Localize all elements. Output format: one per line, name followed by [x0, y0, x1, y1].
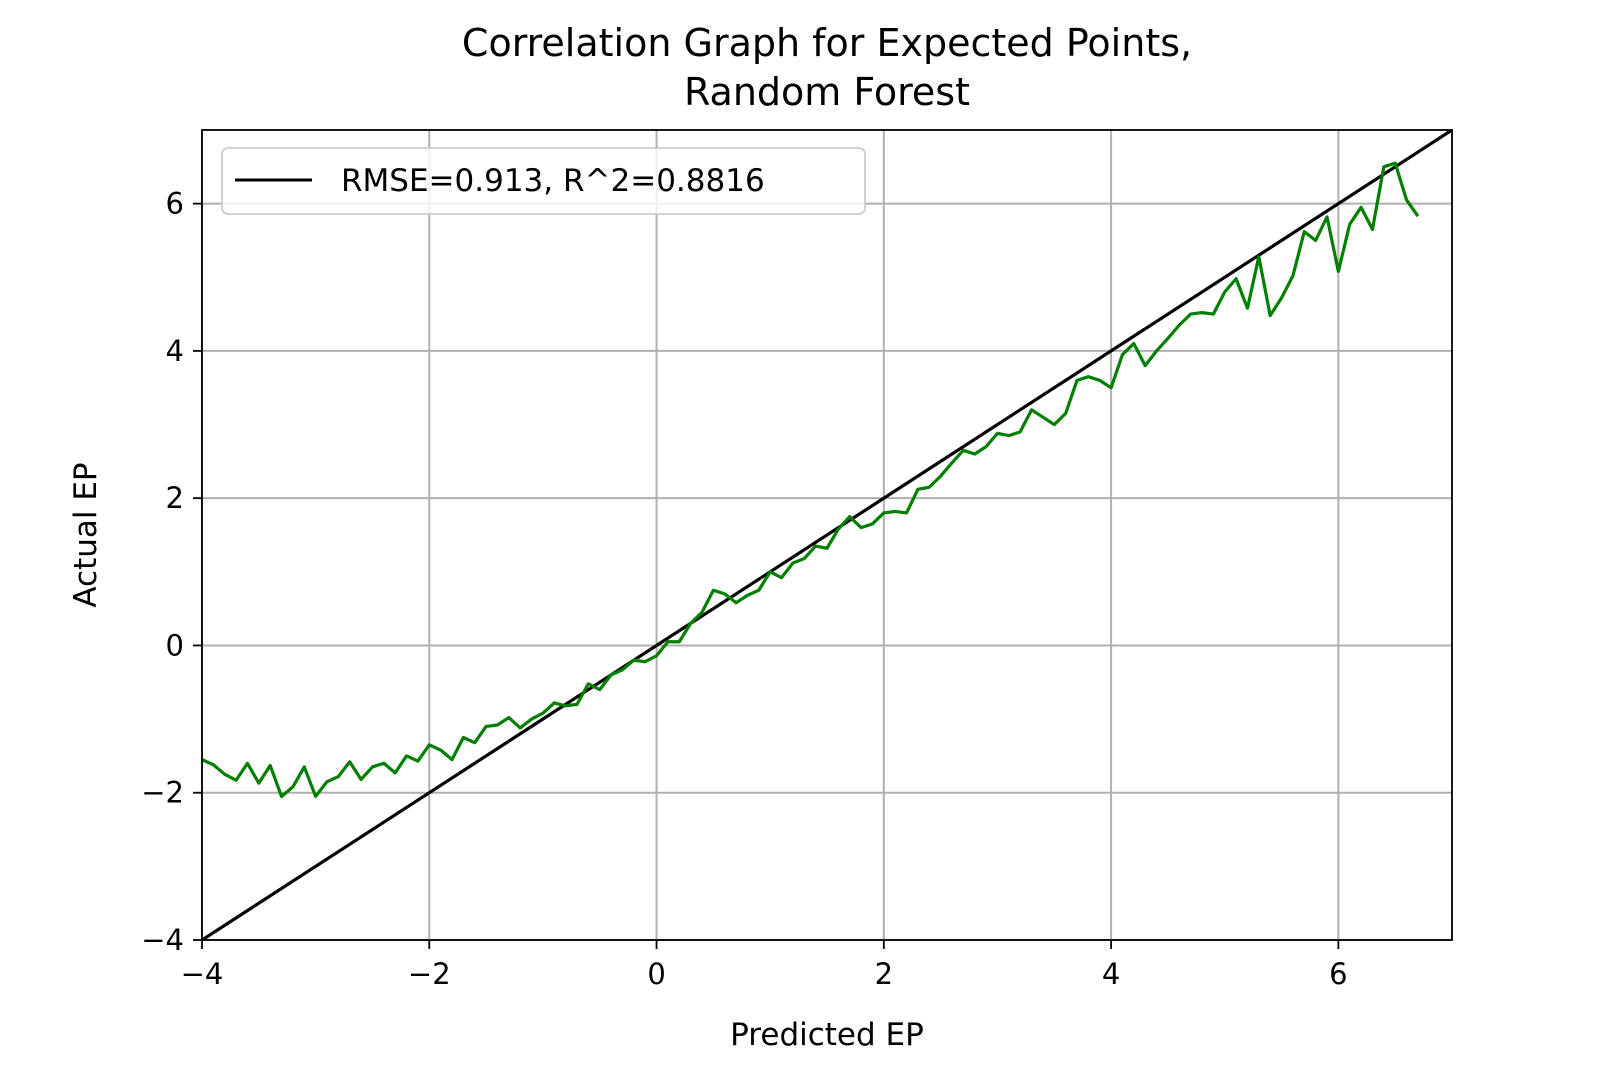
y-tick-label: 6	[166, 187, 184, 221]
plot-frame	[201, 129, 1453, 941]
x-tick-label: −2	[408, 957, 451, 991]
ticks: −4 −2 0 2 4 6 −4 −2 0 2 4 6	[141, 187, 1347, 991]
series-layer	[202, 130, 1452, 940]
legend: RMSE=0.913, R^2=0.8816	[221, 147, 866, 215]
x-axis-label: Predicted EP	[730, 1017, 924, 1053]
y-tick-label: −2	[141, 776, 184, 810]
y-tick-label: 2	[166, 481, 184, 515]
legend-box	[221, 147, 866, 215]
y-tick-label: −4	[141, 923, 184, 957]
chart-title-line-1: Correlation Graph for Expected Points,	[462, 21, 1192, 65]
legend-entry-label: RMSE=0.913, R^2=0.8816	[341, 163, 765, 199]
x-tick-label: 4	[1102, 957, 1120, 991]
y-tick-label: 0	[166, 628, 184, 662]
series-line-1	[202, 161, 1420, 799]
y-tick-label: 4	[166, 334, 184, 368]
x-tick-label: 2	[875, 957, 893, 991]
series-line-0	[202, 130, 1452, 940]
x-tick-label: −4	[181, 957, 224, 991]
chart-title-line-2: Random Forest	[684, 70, 970, 114]
y-axis-label: Actual EP	[68, 462, 104, 607]
x-tick-label: 6	[1329, 957, 1347, 991]
x-tick-label: 0	[647, 957, 665, 991]
